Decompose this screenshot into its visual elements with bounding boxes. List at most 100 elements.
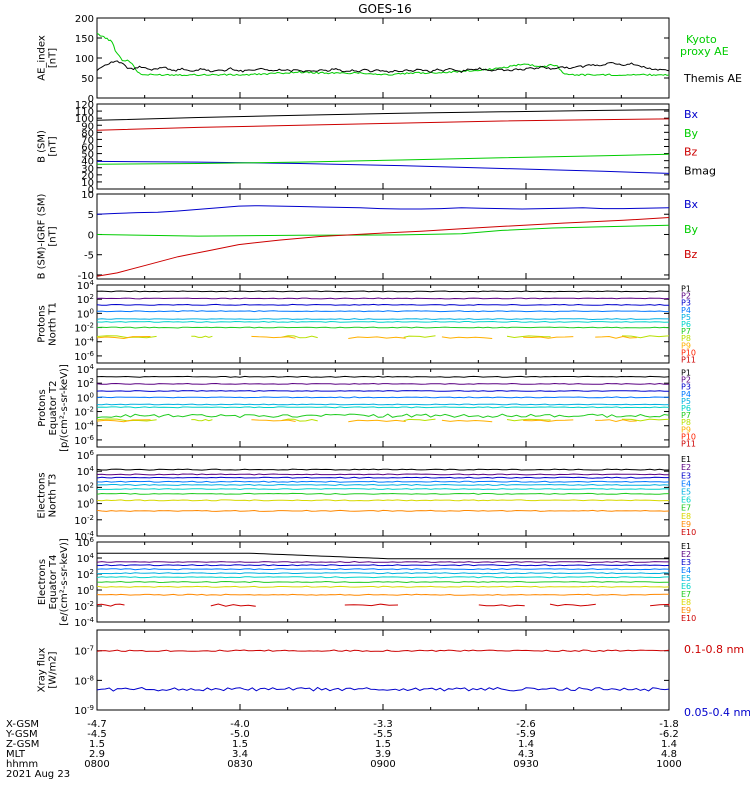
tick-exponent: 0 bbox=[90, 307, 94, 315]
legend-proxy-ae: proxy AE bbox=[680, 45, 729, 58]
y-tick-label: 106 bbox=[77, 449, 95, 462]
y-tick-label: 10-4 bbox=[74, 336, 94, 349]
y-axis-title: [e/(cm²-s-sr-keV)] bbox=[59, 538, 70, 626]
y-axis-title: Electrons bbox=[37, 472, 48, 518]
y-axis-title: Protons bbox=[37, 389, 48, 426]
channel-line-e6 bbox=[97, 489, 669, 490]
channel-line-p3 bbox=[97, 391, 669, 392]
tick-base: 10 bbox=[77, 500, 90, 511]
y-axis-title: [p/(cm²-s-sr-keV)] bbox=[59, 364, 70, 452]
channel-line-p1 bbox=[97, 376, 669, 377]
series-line-themis-ae bbox=[97, 61, 669, 73]
series-line-bz bbox=[97, 119, 669, 130]
tick-exponent: 6 bbox=[90, 536, 95, 544]
channel-line-p2 bbox=[97, 298, 669, 299]
channel-line-e7 bbox=[97, 493, 669, 494]
y-tick-label: 100 bbox=[77, 498, 94, 511]
y-axis-title: Electrons bbox=[37, 559, 48, 605]
legend-bz: Bz bbox=[684, 146, 698, 159]
tick-base: 10 bbox=[74, 324, 87, 335]
tick-exponent: -2 bbox=[87, 514, 94, 522]
y-axis-title: Equator T2 bbox=[48, 381, 59, 436]
channel-line-p9 bbox=[348, 337, 405, 339]
channel-line-e9 bbox=[97, 510, 669, 511]
y-tick-label: 10-6 bbox=[74, 350, 94, 363]
panel-frame bbox=[97, 18, 669, 98]
channel-line-p9 bbox=[442, 337, 492, 339]
y-tick-label: 0 bbox=[88, 230, 94, 241]
y-axis-title: AE_index bbox=[37, 35, 48, 81]
channel-line-p5 bbox=[97, 404, 669, 405]
y-axis-title: [nT] bbox=[48, 136, 59, 156]
y-tick-label: 100 bbox=[77, 391, 94, 404]
y-tick-label: 100 bbox=[77, 307, 94, 320]
y-axis-title: B (SM) bbox=[37, 130, 48, 163]
tick-exponent: -8 bbox=[87, 674, 94, 682]
panel-frame bbox=[97, 104, 669, 189]
legend-themis-ae: Themis AE bbox=[683, 72, 742, 85]
channel-line-e3 bbox=[97, 477, 669, 478]
tick-base: 10 bbox=[77, 379, 90, 390]
y-tick-label: 50 bbox=[81, 74, 94, 85]
channel-line-e2 bbox=[97, 562, 669, 563]
channel-line-p5 bbox=[97, 319, 669, 320]
y-axis-title: Equator T4 bbox=[48, 555, 59, 610]
tick-base: 10 bbox=[77, 393, 90, 404]
y-tick-label: 5 bbox=[88, 210, 94, 221]
tick-base: 10 bbox=[77, 295, 90, 306]
x-value: 0800 bbox=[84, 759, 109, 770]
channel-line-e3 bbox=[97, 565, 669, 566]
tick-exponent: -2 bbox=[87, 600, 94, 608]
tick-exponent: -4 bbox=[87, 420, 95, 428]
y-tick-label: 10-6 bbox=[74, 434, 94, 447]
channel-line-e9 bbox=[97, 594, 669, 595]
tick-base: 10 bbox=[77, 309, 90, 320]
y-axis-title: [W/m2] bbox=[48, 651, 59, 688]
tick-base: 10 bbox=[77, 467, 90, 478]
channel-line-p9 bbox=[442, 420, 492, 422]
channel-line-p2 bbox=[97, 384, 669, 385]
y-tick-label: 10-2 bbox=[74, 600, 94, 613]
tick-base: 10 bbox=[74, 676, 87, 687]
tick-exponent: -9 bbox=[87, 704, 94, 712]
series-line-bmag bbox=[97, 110, 669, 121]
tick-exponent: -2 bbox=[87, 322, 94, 330]
channel-line-p8 bbox=[404, 419, 436, 421]
y-axis-title: [nT] bbox=[48, 48, 59, 68]
y-tick-label: 102 bbox=[77, 481, 94, 494]
channel-line-e8 bbox=[97, 500, 669, 501]
y-tick-label: 10-2 bbox=[74, 322, 94, 335]
y-axis-title: Protons bbox=[37, 305, 48, 342]
x-axis-table: X-GSM-4.7-4.0-3.3-2.6-1.8Y-GSM-4.5-5.0-5… bbox=[5, 719, 682, 780]
channel-line-e6 bbox=[97, 577, 669, 578]
tick-base: 10 bbox=[77, 483, 90, 494]
series-line-by bbox=[97, 225, 669, 236]
channel-line-e10 bbox=[550, 604, 596, 606]
channel-line-e2 bbox=[97, 474, 669, 475]
tick-base: 10 bbox=[74, 602, 87, 613]
y-tick-label: 104 bbox=[77, 279, 95, 292]
channel-line-e10 bbox=[211, 604, 256, 606]
legend-p11: P11 bbox=[681, 355, 696, 364]
channel-line-e10 bbox=[345, 604, 398, 606]
legend-bmag: Bmag bbox=[684, 164, 716, 177]
y-tick-label: 10-2 bbox=[74, 406, 94, 419]
channel-line-p4 bbox=[97, 397, 669, 398]
tick-base: 10 bbox=[74, 338, 87, 349]
tick-base: 10 bbox=[77, 451, 90, 462]
tick-exponent: 0 bbox=[90, 391, 94, 399]
x-value: 1000 bbox=[656, 759, 681, 770]
channel-line-p8 bbox=[404, 336, 436, 338]
tick-exponent: 2 bbox=[90, 293, 94, 301]
channel-line-e1 bbox=[97, 469, 669, 470]
legend-by: By bbox=[684, 223, 699, 236]
channel-line-e7 bbox=[97, 582, 669, 583]
y-tick-label: 100 bbox=[75, 54, 94, 65]
y-axis-title: [nT] bbox=[48, 226, 59, 246]
legend-bx: Bx bbox=[684, 198, 699, 211]
tick-exponent: 4 bbox=[90, 279, 95, 287]
